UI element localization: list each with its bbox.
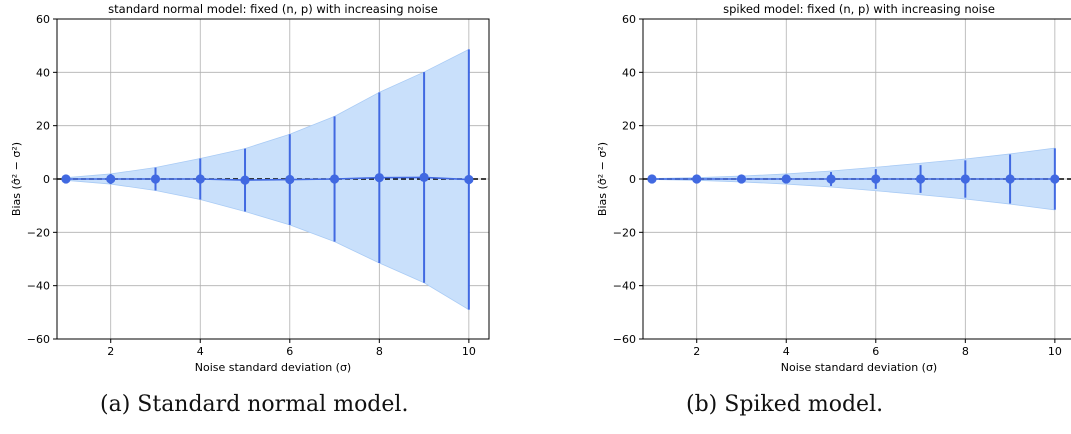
- caption-a: (a) Standard normal model.: [100, 392, 409, 417]
- data-point: [826, 174, 836, 184]
- y-tick-label: 60: [622, 13, 636, 26]
- data-point: [106, 174, 116, 184]
- x-tick-label: 6: [872, 345, 879, 358]
- data-point: [374, 173, 384, 183]
- chart-title: standard normal model: fixed (n, p) with…: [108, 2, 438, 16]
- y-axis-label: Bias (σ̂² − σ²): [596, 142, 609, 216]
- data-point: [915, 174, 926, 184]
- x-tick-label: 10: [1048, 345, 1062, 358]
- caption-b: (b) Spiked model.: [686, 392, 884, 417]
- data-point: [736, 174, 747, 184]
- y-tick-label: −40: [613, 280, 636, 293]
- y-axis-label: Bias (σ̂² − σ²): [10, 142, 23, 216]
- y-tick-label: −60: [613, 333, 636, 346]
- data-point: [150, 174, 161, 184]
- x-tick-label: 8: [962, 345, 969, 358]
- x-tick-label: 4: [783, 345, 790, 358]
- data-point: [195, 174, 205, 184]
- x-tick-label: 10: [462, 345, 476, 358]
- y-tick-label: 40: [36, 66, 50, 79]
- data-point: [419, 172, 429, 182]
- x-tick-label: 8: [376, 345, 383, 358]
- data-point: [329, 174, 340, 184]
- y-tick-label: 0: [629, 173, 636, 186]
- x-tick-label: 4: [197, 345, 204, 358]
- chart-panel-b: 2 4 6 8 10 −60 −40 −20 0 20 40 60 spiked model: fixe…: [596, 2, 1071, 374]
- y-tick-label: 0: [43, 173, 50, 186]
- data-point: [285, 174, 295, 185]
- y-tick-label: 40: [622, 66, 636, 79]
- data-point: [1050, 174, 1060, 184]
- data-point: [960, 174, 970, 184]
- x-tick-label: 2: [107, 345, 114, 358]
- y-tick-label: −40: [27, 280, 50, 293]
- y-tick-label: 20: [622, 120, 636, 133]
- y-tick-label: −20: [613, 226, 636, 239]
- data-point: [692, 174, 702, 184]
- x-axis-label: Noise standard deviation (σ): [195, 361, 351, 374]
- mean-line: [65, 176, 469, 181]
- data-point: [647, 174, 657, 184]
- x-tick-label: 6: [286, 345, 293, 358]
- data-point: [1005, 174, 1015, 184]
- data-point: [240, 175, 250, 185]
- x-tick-label: 2: [693, 345, 700, 358]
- y-tick-label: −20: [27, 226, 50, 239]
- data-point: [464, 174, 474, 185]
- y-tick-label: 20: [36, 120, 50, 133]
- chart-panel-a: 2 4 6 8 10 −60 −40 −20 0 20 40 60 standard normal mo…: [10, 2, 490, 374]
- y-tick-label: −60: [27, 333, 50, 346]
- data-point: [781, 174, 791, 184]
- x-axis-label: Noise standard deviation (σ): [781, 361, 937, 374]
- data-point: [61, 174, 71, 184]
- y-tick-label: 60: [36, 13, 50, 26]
- chart-title: spiked model: fixed (n, p) with increasi…: [723, 2, 995, 16]
- data-point: [871, 174, 881, 184]
